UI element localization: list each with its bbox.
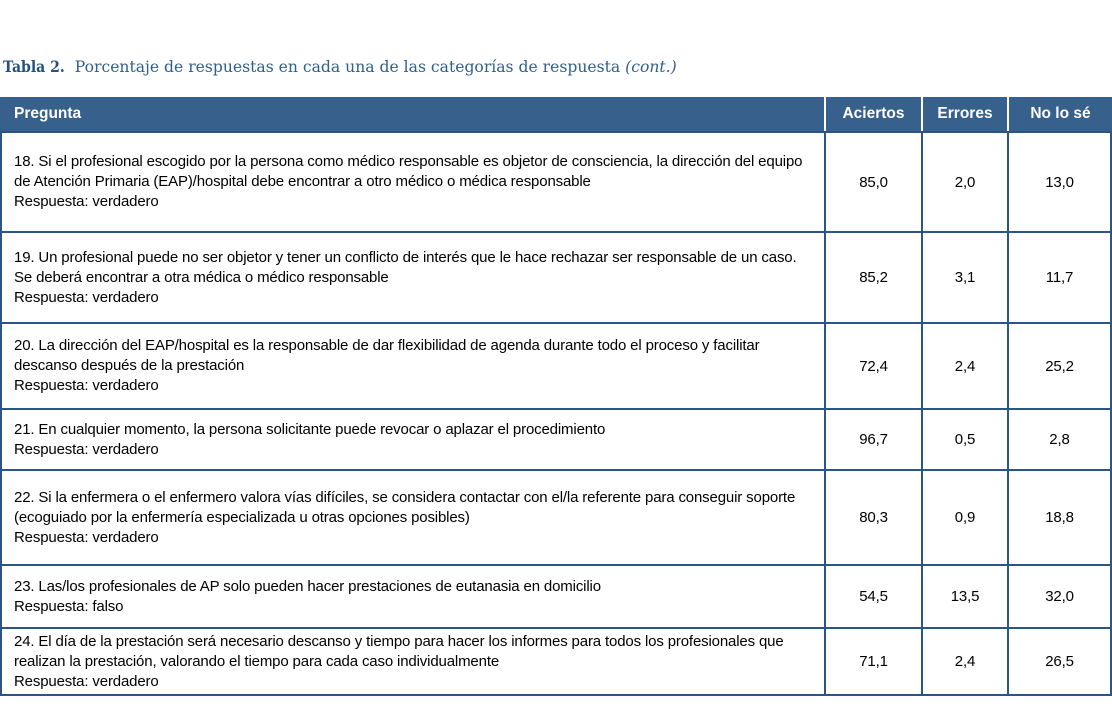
errores-cell: 13,5 [923, 566, 1007, 627]
no-lo-se-cell: 13,0 [1009, 133, 1110, 231]
caption-label: Tabla 2. [3, 57, 65, 76]
no-lo-se-cell: 11,7 [1009, 233, 1110, 322]
header-cell-no-lo-se: No lo sé [1009, 97, 1112, 131]
no-lo-se-cell: 2,8 [1009, 410, 1110, 469]
table-caption: Tabla 2. Porcentaje de respuestas en cad… [3, 54, 677, 80]
header-cell-aciertos: Aciertos [826, 97, 921, 131]
errores-cell: 0,5 [923, 410, 1007, 469]
aciertos-cell: 80,3 [826, 471, 921, 564]
table-body: 18. Si el profesional escogido por la pe… [0, 131, 1112, 696]
aciertos-cell: 72,4 [826, 324, 921, 408]
no-lo-se-cell: 26,5 [1009, 629, 1110, 694]
caption-cont-note: (cont.) [625, 58, 677, 76]
question-cell: 18. Si el profesional escogido por la pe… [2, 133, 824, 231]
no-lo-se-cell: 32,0 [1009, 566, 1110, 627]
errores-cell: 2,4 [923, 324, 1007, 408]
header-cell-pregunta: Pregunta [0, 97, 824, 131]
question-cell: 23. Las/los profesionales de AP solo pue… [2, 566, 824, 627]
header-cell-errores: Errores [923, 97, 1007, 131]
no-lo-se-cell: 18,8 [1009, 471, 1110, 564]
aciertos-cell: 85,2 [826, 233, 921, 322]
errores-cell: 2,4 [923, 629, 1007, 694]
question-cell: 21. En cualquier momento, la persona sol… [2, 410, 824, 469]
errores-cell: 2,0 [923, 133, 1007, 231]
aciertos-cell: 96,7 [826, 410, 921, 469]
no-lo-se-cell: 25,2 [1009, 324, 1110, 408]
errores-cell: 3,1 [923, 233, 1007, 322]
question-cell: 24. El día de la prestación será necesar… [2, 629, 824, 694]
aciertos-cell: 71,1 [826, 629, 921, 694]
aciertos-cell: 54,5 [826, 566, 921, 627]
table-header-row: Pregunta Aciertos Errores No lo sé [0, 97, 1112, 131]
question-cell: 22. Si la enfermera o el enfermero valor… [2, 471, 824, 564]
errores-cell: 0,9 [923, 471, 1007, 564]
caption-text: Porcentaje de respuestas en cada una de … [69, 58, 626, 76]
question-cell: 20. La dirección del EAP/hospital es la … [2, 324, 824, 408]
question-cell: 19. Un profesional puede no ser objetor … [2, 233, 824, 322]
aciertos-cell: 85,0 [826, 133, 921, 231]
